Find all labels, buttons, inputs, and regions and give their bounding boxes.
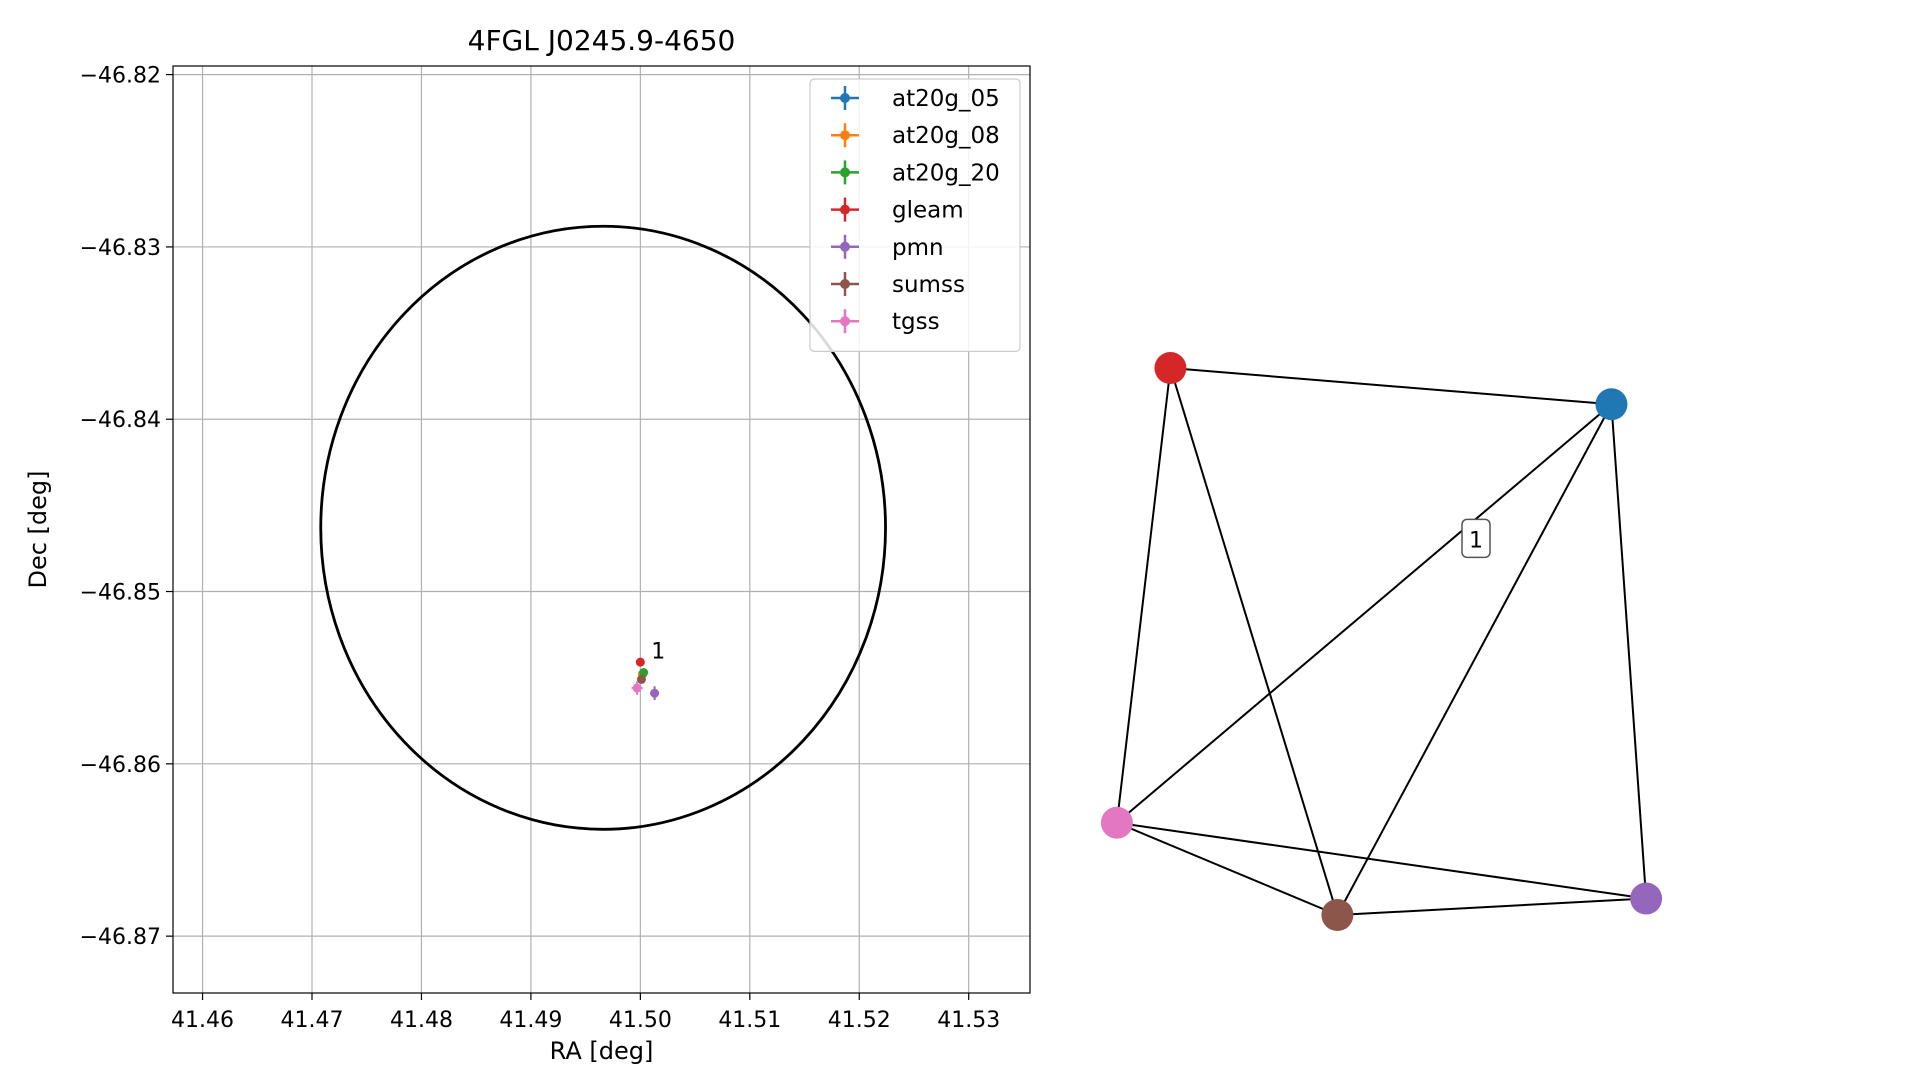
edge-tgss-sumss [1116,821,1338,916]
x-tick-label: 41.50 [609,1008,672,1033]
error-ellipse-layer [319,224,887,831]
x-tick-label: 41.51 [718,1008,781,1033]
legend-label: sumss [892,272,965,298]
legend-label: at20g_08 [892,123,1000,149]
point-at20g_20 [639,668,649,678]
edge-at20g_05-sumss [1336,403,1613,916]
edge-gleam-sumss [1169,367,1339,916]
point-pmn [650,686,660,701]
x-axis-label: RA [deg] [550,1037,654,1065]
axes-frame [172,65,1031,994]
point-gleam [635,657,645,667]
y-axis-label: Dec [deg] [24,470,52,588]
legend-marker-dot [840,93,850,103]
legend-entry-at20g_05: at20g_05 [831,86,1000,112]
y-tick-label: −46.87 [80,925,161,950]
edge-gleam-at20g_05 [1170,367,1612,406]
legend-entry-gleam: gleam [831,197,964,224]
edge-tgss-pmn [1116,821,1647,900]
legend-marker-dot [840,316,850,327]
x-tick-label: 41.49 [499,1008,562,1033]
point-annotation: 1 [651,640,665,665]
node-tgss [1100,806,1133,839]
legend-marker-dot [840,167,850,178]
node-at20g_05 [1595,388,1628,421]
edge-gleam-tgss [1115,367,1172,823]
x-tick-label: 41.53 [937,1008,1000,1033]
y-tick-label: −46.85 [80,581,161,606]
scatter-plot: 1 41.46 41.47 41.48 41.49 41.50 41.51 41.52 41.… [24,24,1031,1065]
edge-at20g_05-pmn [1610,404,1648,899]
legend-box [809,78,1021,352]
legend-marker-dot [840,241,850,252]
legend-entry-sumss: sumss [831,272,965,298]
edge-sumss-pmn [1337,897,1647,916]
network-labels: 1 [1461,518,1491,559]
legend-label: at20g_05 [892,86,1000,112]
edge-at20g_05-tgss [1116,403,1613,824]
legend-label: tgss [892,309,940,335]
network-label: 1 [1469,528,1483,553]
ticks: 41.46 41.47 41.48 41.49 41.50 41.51 41.52 41.53… [80,64,1001,1033]
network-graph: 1 [1100,352,1663,931]
legend-entry-at20g_20: at20g_20 [831,160,1000,186]
y-tick-label: −46.83 [80,236,161,261]
legend-entry-pmn: pmn [831,234,944,261]
node-pmn [1630,882,1663,915]
nodes [1100,352,1663,931]
legend-marker-dot [840,204,850,215]
x-tick-label: 41.48 [390,1008,453,1033]
grid [173,66,1030,993]
legend-marker-dot [840,279,850,289]
y-tick-label: −46.82 [80,64,161,89]
legend-label: gleam [892,198,964,224]
point-sumss [636,674,646,684]
y-tick-label: −46.84 [80,408,161,433]
point-marker [636,674,646,684]
x-tick-label: 41.47 [281,1008,344,1033]
node-sumss [1321,899,1354,931]
point-marker [639,668,649,678]
legend-label: at20g_20 [892,160,1000,186]
point-marker [632,683,642,693]
edges [1115,367,1648,916]
x-tick-label: 41.46 [171,1008,234,1033]
legend-entry-tgss: tgss [831,309,940,335]
point-marker [635,657,645,667]
chart-title: 4FGL J0245.9-4650 [468,24,736,57]
y-tick-label: −46.86 [80,753,161,778]
point-marker [650,688,660,698]
network-label-box [1461,518,1491,559]
legend-label: pmn [892,235,944,261]
point-tgss [631,681,643,695]
data-points: 1 [631,640,665,701]
legend-marker-dot [840,130,850,141]
x-tick-label: 41.52 [828,1008,891,1033]
error-ellipse [319,224,887,831]
legend-entry-at20g_08: at20g_08 [831,123,1000,149]
node-gleam [1154,352,1187,385]
